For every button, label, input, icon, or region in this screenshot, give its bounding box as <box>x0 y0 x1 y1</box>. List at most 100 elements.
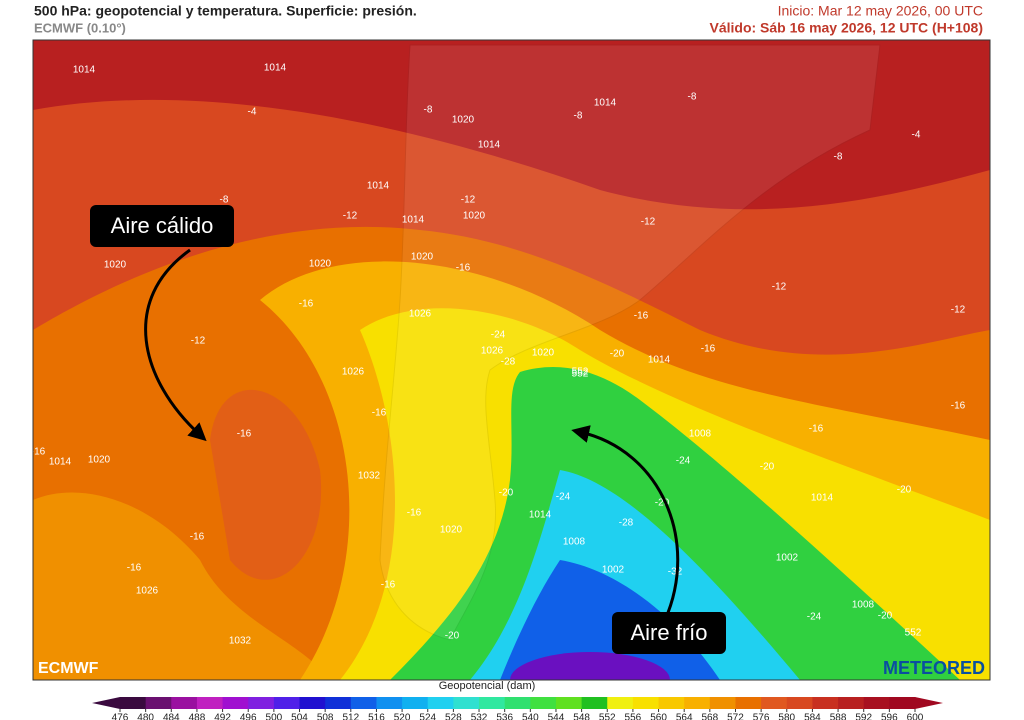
map-label: -12 <box>461 195 476 206</box>
colorbar-segment <box>120 697 147 709</box>
map-label: -20 <box>760 462 775 473</box>
map-label: -16 <box>299 299 314 310</box>
map-label: -16 <box>372 408 387 419</box>
colorbar-segment <box>248 697 275 709</box>
annotation-box <box>90 205 234 247</box>
map-label: -20 <box>499 488 514 499</box>
map-label: 1014 <box>264 63 287 74</box>
colorbar-segment <box>196 697 224 709</box>
map-label: 1014 <box>367 181 390 192</box>
colorbar-segment <box>479 697 506 709</box>
map-label: 1014 <box>478 140 501 151</box>
map-label: -12 <box>343 211 358 222</box>
colorbar-tick-label: 512 <box>342 713 359 720</box>
colorbar-tick-label: 528 <box>445 713 462 720</box>
annotation: Aire frío <box>630 620 707 645</box>
colorbar-segment <box>735 697 762 709</box>
colorbar-segment <box>684 697 711 709</box>
colorbar-segment <box>504 697 531 709</box>
map-label: -16 <box>456 263 471 274</box>
colorbar-segment <box>786 697 813 709</box>
map-label: -16 <box>190 532 205 543</box>
map-label: -8 <box>424 105 433 116</box>
colorbar-segment <box>299 697 326 709</box>
colorbar-tick-label: 508 <box>317 713 334 720</box>
map-label: -16 <box>407 508 422 519</box>
map-label: 552 <box>572 369 589 380</box>
map-label: 1026 <box>409 309 432 320</box>
colorbar-tick-label: 584 <box>804 713 821 720</box>
map-label: -12 <box>191 336 206 347</box>
colorbar-tick-label: 588 <box>830 713 847 720</box>
map-label: 1014 <box>648 355 671 366</box>
colorbar-tick-label: 484 <box>163 713 180 720</box>
map-label: -16 <box>31 447 46 458</box>
colorbar-tick-label: 564 <box>676 713 693 720</box>
colorbar-tick-label: 488 <box>189 713 206 720</box>
colorbar-tick-label: 516 <box>368 713 385 720</box>
map-label: 1020 <box>452 115 475 126</box>
init-time: Inicio: Mar 12 may 2026, 00 UTC <box>778 3 983 19</box>
colorbar-segment <box>838 697 865 709</box>
map-label: -28 <box>619 518 634 529</box>
map-label: -24 <box>491 330 506 341</box>
map-label: -20 <box>610 349 625 360</box>
colorbar-tick-label: 572 <box>727 713 744 720</box>
map-label: 1020 <box>309 259 332 270</box>
map-label: -8 <box>688 92 697 103</box>
map-label: -12 <box>772 282 787 293</box>
colorbar-tick-label: 596 <box>881 713 898 720</box>
map-label: -16 <box>634 311 649 322</box>
colorbar-tick-label: 500 <box>266 713 283 720</box>
colorbar-tick-label: 556 <box>625 713 642 720</box>
colorbar-tick-label: 540 <box>522 713 539 720</box>
map-label: 1014 <box>529 510 552 521</box>
colorbar-segment <box>402 697 429 709</box>
colorbar-tick-label: 548 <box>573 713 590 720</box>
map-label: -8 <box>574 111 583 122</box>
map-label: -8 <box>834 152 843 163</box>
map-label: -24 <box>556 492 571 503</box>
colorbar-segment <box>581 697 608 709</box>
map-label: -24 <box>807 612 822 623</box>
map-label: -4 <box>248 107 257 118</box>
colorbar-arrow <box>915 697 943 709</box>
colorbar-tick-label: 576 <box>753 713 770 720</box>
map-label: -16 <box>237 429 252 440</box>
colorbar-tick-label: 580 <box>778 713 795 720</box>
map-label: -16 <box>381 580 396 591</box>
map-label: 1014 <box>49 457 72 468</box>
colorbar-segment <box>350 697 377 709</box>
map-label: -28 <box>501 357 516 368</box>
colorbar-segment <box>376 697 403 709</box>
map-label: -12 <box>641 217 656 228</box>
map-label: 552 <box>905 628 922 639</box>
map-label: 1002 <box>602 565 625 576</box>
colorbar-segment <box>632 697 660 709</box>
colorbar-segment <box>863 697 890 709</box>
map-label: -16 <box>809 424 824 435</box>
colorbar-segment <box>222 697 249 709</box>
map-label: 1020 <box>463 211 486 222</box>
map-label: -4 <box>912 130 921 141</box>
colorbar-tick-label: 504 <box>291 713 308 720</box>
map-label: 1014 <box>73 65 96 76</box>
map-label: -16 <box>951 401 966 412</box>
map-frame <box>32 39 991 681</box>
map: 1014 1014-4 -8102010141014-8-8-4-8-81014-1… <box>31 40 990 680</box>
colorbar-segment <box>145 697 172 709</box>
colorbar-tick-label: 520 <box>394 713 411 720</box>
colorbar-segment <box>453 697 480 709</box>
map-label: 1020 <box>411 252 434 263</box>
map-label: -16 <box>127 563 142 574</box>
colorbar-segment <box>171 697 198 709</box>
colorbar-segment <box>709 697 736 709</box>
map-label: -16 <box>701 344 716 355</box>
colorbar-segment <box>607 697 634 709</box>
valid-time: Válido: Sáb 16 may 2026, 12 UTC (H+108) <box>709 20 983 36</box>
colorbar-segment <box>530 697 557 709</box>
colorbar-segment <box>555 697 583 709</box>
map-label: 552 <box>572 367 589 378</box>
map-label: 1008 <box>852 600 875 611</box>
